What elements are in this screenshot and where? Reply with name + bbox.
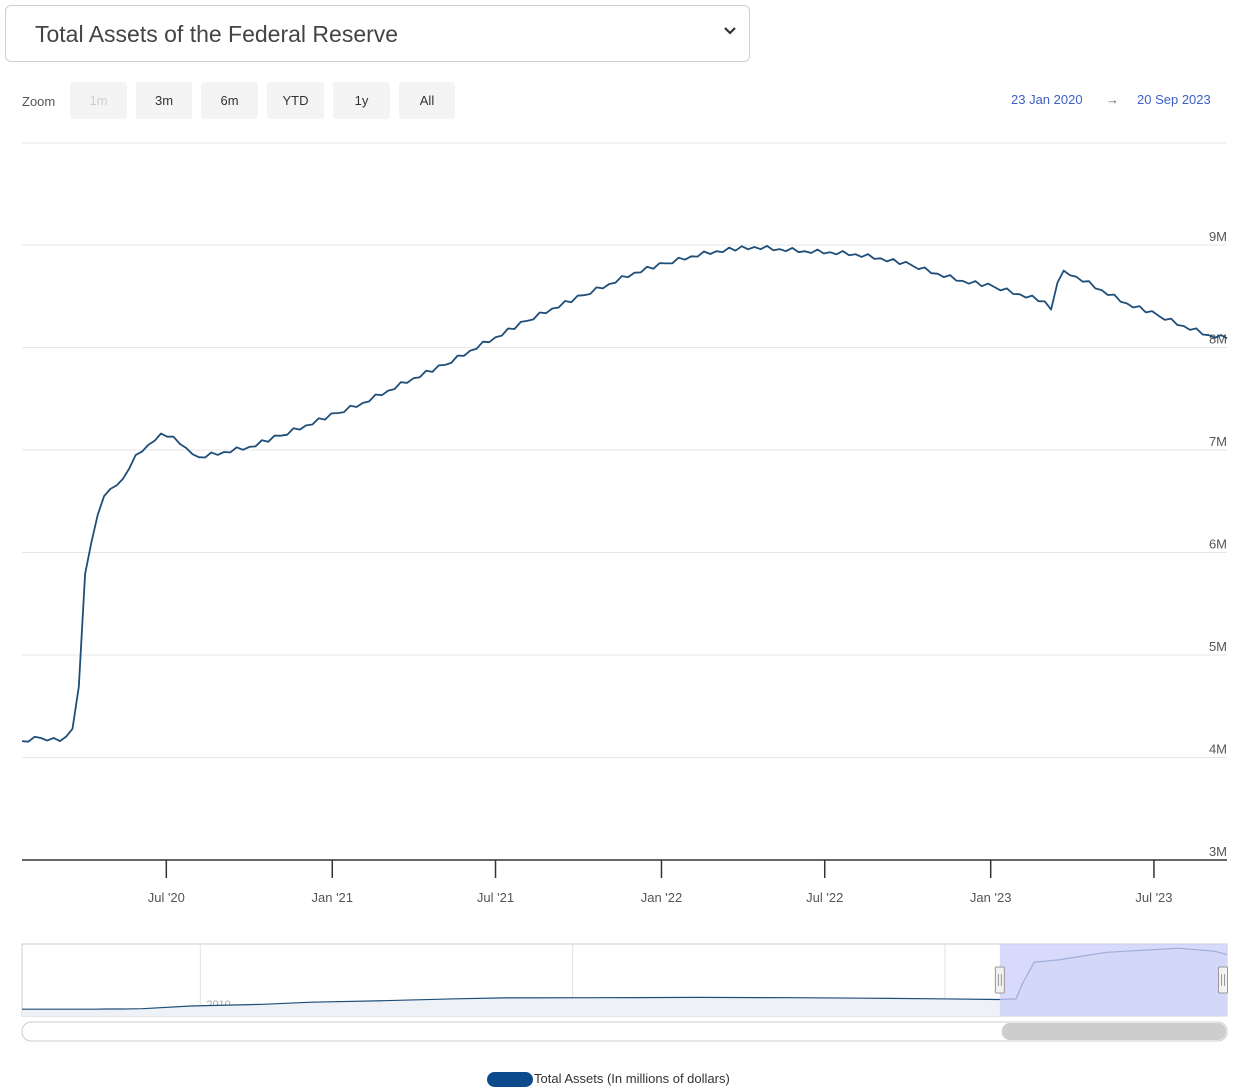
zoom-1m-button[interactable]: 1m: [70, 82, 127, 119]
y-tick-label: 8M: [1209, 332, 1227, 347]
y-tick-label: 9M: [1209, 229, 1227, 244]
x-tick-label: Jan '23: [970, 890, 1012, 905]
y-tick-label: 5M: [1209, 639, 1227, 654]
y-tick-label: 7M: [1209, 434, 1227, 449]
legend-label: Total Assets (In millions of dollars): [534, 1071, 730, 1086]
series-line-total-assets: [21, 245, 1228, 743]
navigator: 201020152020: [21, 943, 1228, 1017]
navigator-selection[interactable]: [999, 944, 1227, 1016]
zoom-ytd-button[interactable]: YTD: [267, 82, 324, 119]
legend-swatch: [487, 1072, 533, 1087]
navigator-scrollbar-thumb[interactable]: [1001, 1023, 1226, 1040]
zoom-all-button[interactable]: All: [399, 82, 455, 119]
x-axis: Jul '20 Jan '21 Jul '21 Jan '22 Jul '22 Jan '…: [148, 860, 1173, 905]
x-tick-label: Jul '22: [806, 890, 843, 905]
range-separator: →: [1106, 92, 1119, 107]
grid-layer: [22, 244, 1227, 758]
range-to-input[interactable]: 20 Sep 2023: [1137, 92, 1211, 107]
x-tick-label: Jan '22: [641, 890, 683, 905]
zoom-label: Zoom: [22, 94, 56, 109]
navigator-left-handle[interactable]: [994, 966, 1005, 994]
y-tick-label: 4M: [1209, 742, 1227, 757]
x-tick-label: Jul '20: [148, 890, 185, 905]
total-assets-chart: 3M 4M 5M 6M 7M 8M 9M Jul '20 Jan '21 Jul '21 Jan …: [21, 142, 1228, 1042]
chart-selector-dropdown[interactable]: Total Assets of the Federal Reserve: [5, 5, 750, 62]
y-tick-label: 3M: [1209, 844, 1227, 859]
zoom-3m-button[interactable]: 3m: [136, 82, 192, 119]
range-from-input[interactable]: 23 Jan 2020: [1011, 92, 1083, 107]
x-tick-label: Jul '23: [1135, 890, 1172, 905]
zoom-1y-button[interactable]: 1y: [333, 82, 390, 119]
y-tick-label: 6M: [1209, 537, 1227, 552]
zoom-6m-button[interactable]: 6m: [201, 82, 258, 119]
chevron-down-icon: [724, 27, 736, 35]
x-tick-label: Jul '21: [477, 890, 514, 905]
y-axis-labels: 3M 4M 5M 6M 7M 8M 9M: [1209, 229, 1227, 859]
x-tick-label: Jan '21: [312, 890, 354, 905]
navigator-right-handle[interactable]: [1218, 966, 1228, 994]
navigator-scrollbar-track[interactable]: [21, 1021, 1228, 1042]
chart-selector-value: Total Assets of the Federal Reserve: [35, 21, 399, 47]
